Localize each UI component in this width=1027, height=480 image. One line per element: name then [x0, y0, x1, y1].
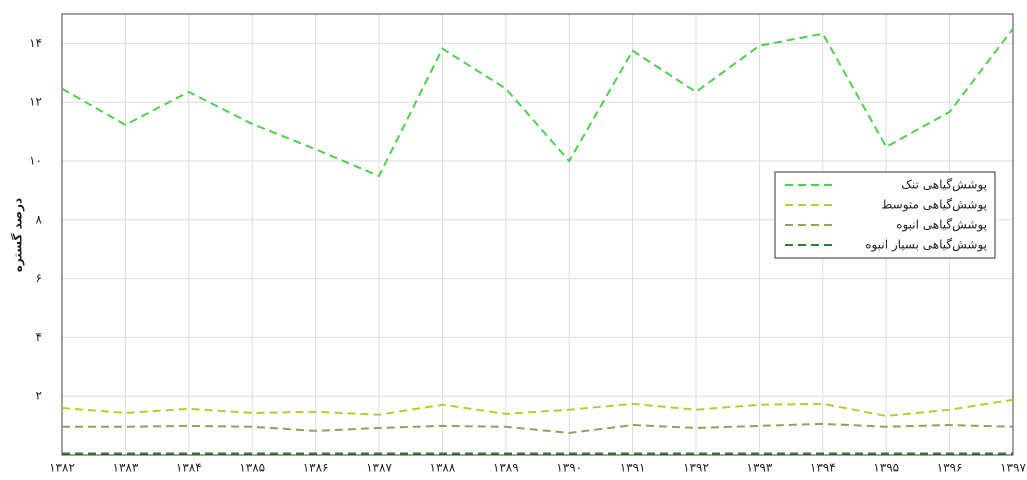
legend-box	[774, 171, 996, 259]
x-tick-label: ۱۳۸۸	[430, 461, 456, 475]
x-tick-label: ۱۳۸۳	[113, 461, 139, 475]
x-tick-label: ۱۳۹۶	[937, 461, 963, 475]
x-tick-label: ۱۳۸۷	[366, 461, 392, 475]
x-tick-label: ۱۳۹۲	[683, 461, 709, 475]
x-tick-label: ۱۳۹۱	[620, 461, 646, 475]
x-tick-label: ۱۳۹۷	[1000, 461, 1026, 475]
x-tick-label: ۱۳۸۶	[303, 461, 329, 475]
series-line	[61, 28, 1014, 178]
y-tick-label: ۱۴	[29, 36, 42, 50]
x-tick-label: ۱۳۹۰	[556, 461, 582, 475]
legend-label: پوشش‌گیاهی تنک	[901, 178, 987, 193]
x-tick-label: ۱۳۸۵	[239, 461, 265, 475]
plot-frame	[61, 13, 1014, 456]
x-tick-label: ۱۳۹۴	[810, 461, 836, 475]
y-tick-label: ۴	[36, 330, 42, 344]
y-tick-label: ۱۰	[29, 154, 42, 168]
series-line	[61, 398, 1014, 417]
x-tick-label: ۱۳۸۲	[49, 461, 75, 475]
x-tick-label: ۱۳۹۳	[747, 461, 773, 475]
legend-label: پوشش‌گیاهی متوسط	[881, 198, 987, 213]
series-line	[62, 422, 1014, 434]
x-tick-label: ۱۳۹۵	[873, 461, 899, 475]
legend-label: پوشش‌گیاهی بسیار انبوه	[865, 238, 987, 253]
x-tick-label: ۱۳۸۴	[176, 461, 202, 475]
y-tick-label: ۶	[36, 271, 42, 285]
y-tick-label: ۱۲	[29, 95, 42, 109]
y-tick-label: ۸	[36, 212, 43, 226]
y-axis-label: درصد گستره	[11, 198, 25, 272]
y-tick-label: ۲	[36, 389, 42, 403]
legend-label: پوشش‌گیاهی انبوه	[896, 218, 987, 233]
x-tick-label: ۱۳۸۹	[493, 461, 519, 475]
